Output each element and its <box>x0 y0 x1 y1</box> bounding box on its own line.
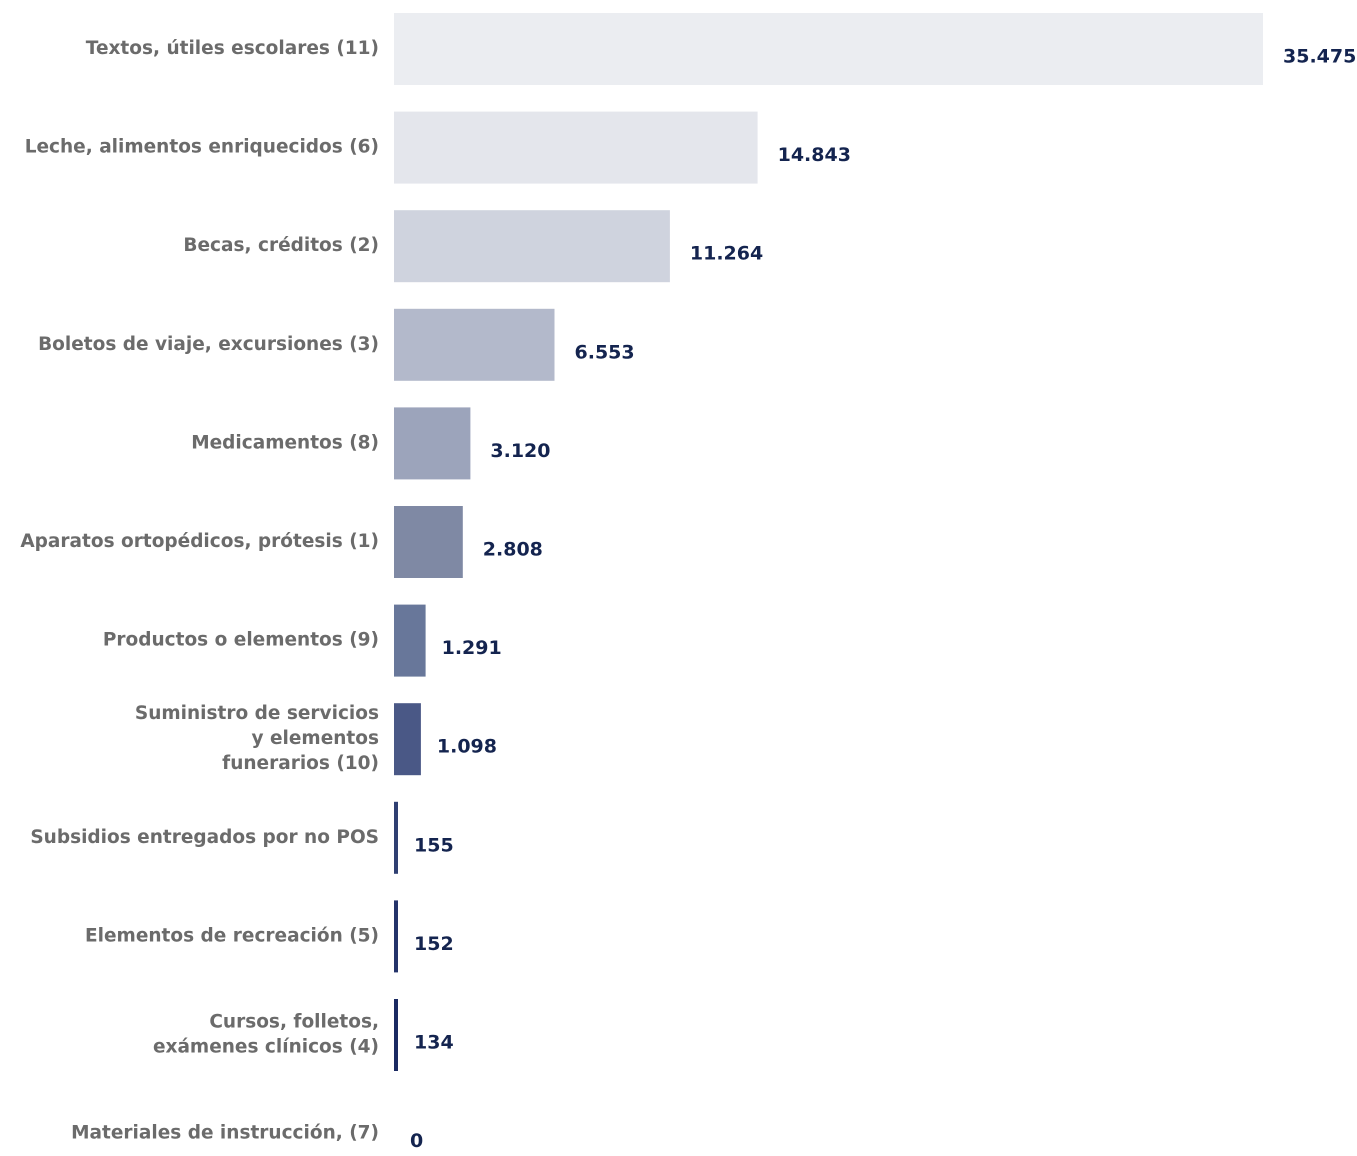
category-label: exámenes clínicos (4) <box>153 1037 379 1058</box>
category-label: y elementos <box>252 728 380 749</box>
bar <box>394 111 758 184</box>
value-label: 155 <box>414 834 454 856</box>
bar <box>394 801 398 874</box>
category-label: Subsidios entregados por no POS <box>30 827 379 848</box>
category-label: funerarios (10) <box>222 753 379 774</box>
bar <box>394 604 426 677</box>
bar <box>394 703 421 776</box>
bar <box>394 308 555 381</box>
value-label: 1.098 <box>437 736 497 758</box>
value-label: 152 <box>414 933 454 955</box>
category-label: Boletos de viaje, excursiones (3) <box>38 334 379 355</box>
value-label: 35.475 <box>1283 46 1356 68</box>
category-label: Leche, alimentos enriquecidos (6) <box>25 137 379 158</box>
value-label: 1.291 <box>442 637 502 659</box>
bar <box>394 13 1263 85</box>
category-label: Becas, créditos (2) <box>183 235 379 256</box>
category-label: Productos o elementos (9) <box>103 630 379 651</box>
category-label: Textos, útiles escolares (11) <box>86 38 379 59</box>
value-label: 3.120 <box>490 440 550 462</box>
category-label: Medicamentos (8) <box>191 432 379 453</box>
value-label: 2.808 <box>483 539 543 561</box>
value-label: 134 <box>414 1032 454 1054</box>
value-label: 0 <box>410 1130 423 1152</box>
bar <box>394 900 398 973</box>
category-label: Suministro de servicios <box>135 703 379 724</box>
value-label: 11.264 <box>690 243 763 265</box>
category-label: Aparatos ortopédicos, prótesis (1) <box>20 531 379 552</box>
value-label: 14.843 <box>778 144 851 166</box>
value-label: 6.553 <box>575 341 635 363</box>
category-label: Materiales de instrucción, (7) <box>71 1123 379 1144</box>
bar <box>394 210 670 283</box>
bar <box>394 407 471 480</box>
bar <box>394 506 463 578</box>
category-label: Cursos, folletos, <box>209 1012 379 1033</box>
category-label: Elementos de recreación (5) <box>85 925 379 946</box>
bar <box>394 999 398 1071</box>
